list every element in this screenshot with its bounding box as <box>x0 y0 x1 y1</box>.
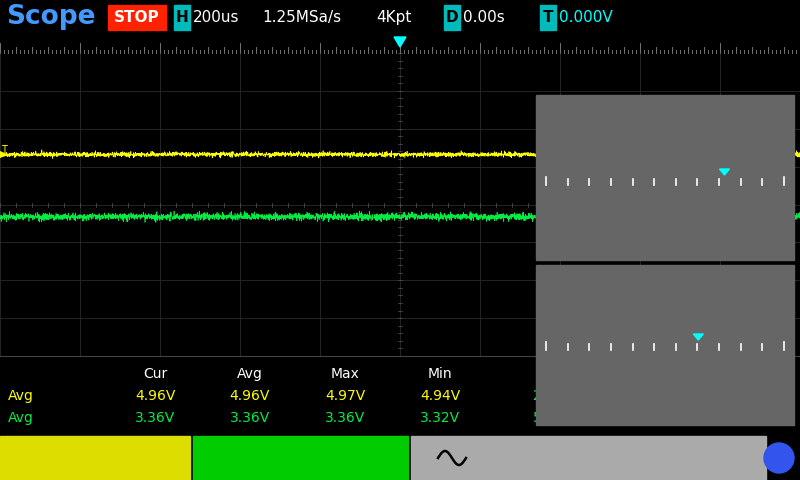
Text: 3.36V: 3.36V <box>325 411 365 425</box>
Bar <box>536 95 794 260</box>
Text: 7.0V: 7.0V <box>756 191 785 204</box>
Polygon shape <box>394 37 406 47</box>
Text: 4.97V: 4.97V <box>325 389 365 403</box>
Polygon shape <box>719 169 730 175</box>
Text: *****: ***** <box>596 235 631 249</box>
Text: 3.: 3. <box>542 289 602 337</box>
Bar <box>536 265 794 425</box>
Text: 0.00s: 0.00s <box>463 10 505 25</box>
Text: 1V: 1V <box>363 449 390 467</box>
Text: 1.25MSa/s: 1.25MSa/s <box>262 10 341 25</box>
Text: Avg: Avg <box>237 367 263 381</box>
Text: 503: 503 <box>655 411 681 425</box>
Bar <box>108 5 166 30</box>
Text: 1V: 1V <box>153 449 179 467</box>
Text: 2.54mV: 2.54mV <box>533 389 587 403</box>
Bar <box>0 0 800 35</box>
Text: 4.96V: 4.96V <box>230 389 270 403</box>
Text: STOP: STOP <box>114 10 160 25</box>
Text: 4.96V: 4.96V <box>135 389 175 403</box>
Text: Cur: Cur <box>143 367 167 381</box>
Text: 200us: 200us <box>193 10 239 25</box>
Bar <box>444 5 460 30</box>
Text: Scope: Scope <box>6 4 95 31</box>
Text: Avg: Avg <box>8 389 34 403</box>
Text: -1.0V: -1.0V <box>542 191 575 204</box>
Text: 7.0V: 7.0V <box>756 356 785 369</box>
Text: -960.0mV: -960.0mV <box>542 356 603 369</box>
Bar <box>0 436 190 480</box>
Text: T: T <box>1 144 7 155</box>
Text: 37: 37 <box>592 289 652 337</box>
Text: 1.00KHz: 1.00KHz <box>472 443 530 456</box>
Text: 2DC: 2DC <box>203 446 256 470</box>
Text: DC: DC <box>672 119 691 132</box>
Text: 0.000V: 0.000V <box>559 10 613 25</box>
Text: Max: Max <box>330 367 359 381</box>
Text: 503: 503 <box>655 389 681 403</box>
Text: Min: Min <box>428 367 452 381</box>
Text: 3.32V: 3.32V <box>420 411 460 425</box>
Text: Freq: Freq <box>542 400 577 414</box>
Bar <box>0 35 800 53</box>
Text: T: T <box>542 10 554 25</box>
Text: 1.50Vpp 0mv: 1.50Vpp 0mv <box>472 460 550 473</box>
Bar <box>411 436 766 480</box>
Text: 3.36V: 3.36V <box>135 411 175 425</box>
Text: D: D <box>446 10 458 25</box>
Text: 1DC: 1DC <box>10 446 63 470</box>
Text: V: V <box>664 131 688 159</box>
Text: B: B <box>775 453 783 463</box>
Bar <box>540 5 556 30</box>
Text: 4.94V: 4.94V <box>420 389 460 403</box>
Text: G: G <box>418 449 433 467</box>
Text: Avg: Avg <box>8 411 34 425</box>
Text: Freq: Freq <box>542 235 577 249</box>
Text: 4Kpt: 4Kpt <box>376 10 411 25</box>
Bar <box>174 5 190 30</box>
Polygon shape <box>694 334 703 340</box>
Text: 5.59mV: 5.59mV <box>533 411 587 425</box>
Circle shape <box>764 443 794 473</box>
Text: *****: ***** <box>596 400 631 414</box>
Text: 96: 96 <box>592 119 652 167</box>
Text: 3.36V: 3.36V <box>230 411 270 425</box>
Text: H: H <box>176 10 188 25</box>
Text: DC: DC <box>672 288 691 301</box>
Text: V: V <box>664 300 688 329</box>
Bar <box>193 436 408 480</box>
Text: 4.: 4. <box>542 119 602 167</box>
